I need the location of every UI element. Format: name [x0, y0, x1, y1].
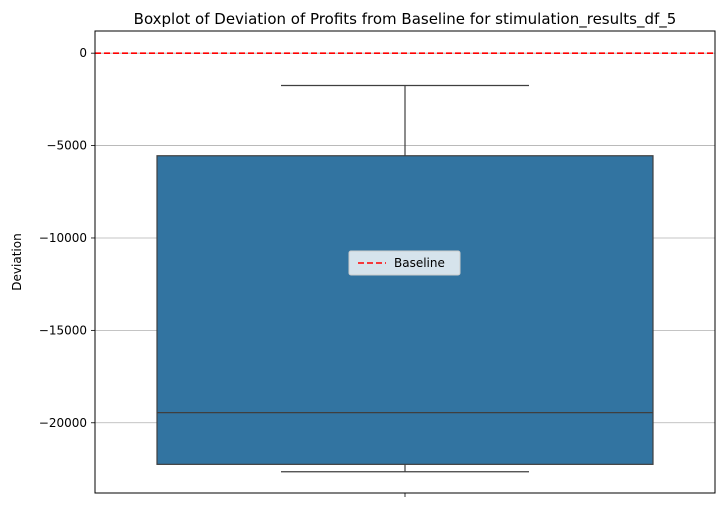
y-tick-label: 0: [79, 46, 87, 60]
legend: Baseline: [348, 250, 461, 276]
y-tick-label: −5000: [46, 139, 87, 153]
interquartile-box: [156, 155, 654, 465]
y-axis-label: Deviation: [10, 233, 24, 290]
y-tick-label: −10000: [39, 231, 87, 245]
y-axis-ticks: 0 −5000 −10000 −15000 −20000: [39, 46, 95, 430]
legend-entry-baseline: Baseline: [394, 256, 445, 270]
y-tick-label: −15000: [39, 323, 87, 337]
y-tick-label: −20000: [39, 416, 87, 430]
box-plot: [156, 84, 654, 473]
chart-title: Boxplot of Deviation of Profits from Bas…: [134, 10, 677, 29]
legend-box: [348, 250, 461, 276]
